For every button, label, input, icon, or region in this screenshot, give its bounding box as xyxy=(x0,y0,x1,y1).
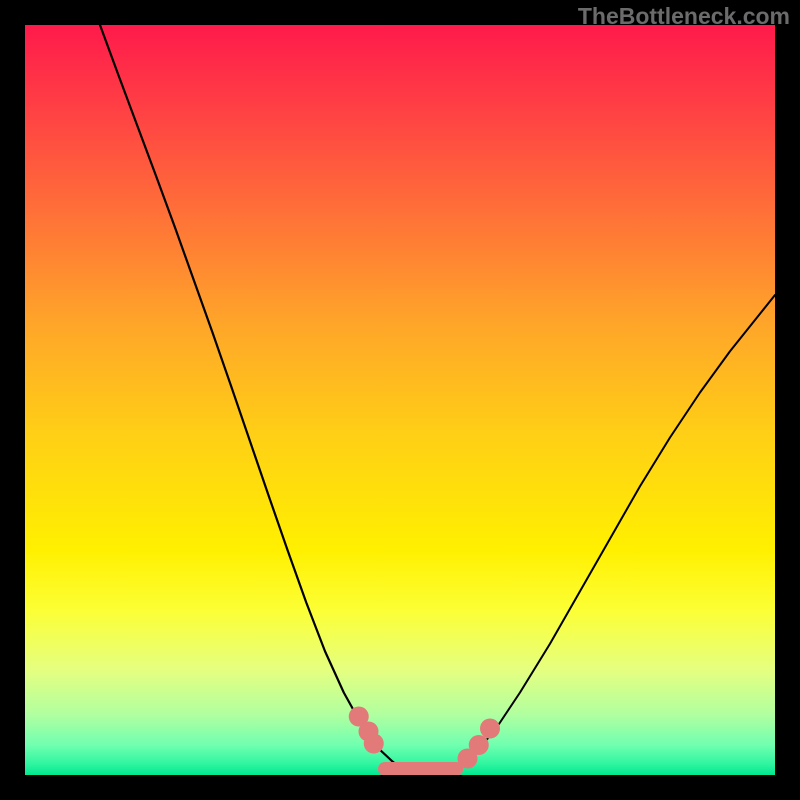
plot-area xyxy=(25,25,775,775)
chart-svg xyxy=(25,25,775,775)
marker-valley-band xyxy=(378,762,463,775)
gradient-background xyxy=(25,25,775,775)
marker-left-2 xyxy=(364,734,384,754)
marker-right-2 xyxy=(480,719,500,739)
marker-right-1 xyxy=(469,735,489,755)
watermark-text: TheBottleneck.com xyxy=(578,3,790,30)
